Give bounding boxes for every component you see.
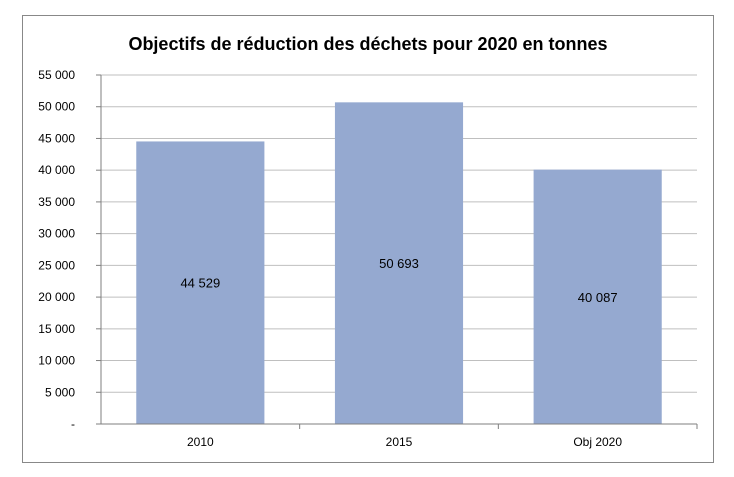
x-axis-ticks: 2010 2015 Obj 2020 — [187, 424, 698, 449]
chart-title: Objectifs de réduction des déchets pour … — [128, 34, 607, 54]
y-tick-label: - — [71, 417, 75, 431]
bar-value-label: 40 087 — [578, 290, 618, 305]
y-tick-label: 15 000 — [38, 322, 75, 336]
y-tick-label: 35 000 — [38, 195, 75, 209]
y-tick-label: 50 000 — [38, 100, 75, 114]
y-tick-label: 20 000 — [38, 290, 75, 304]
y-tick-label: 30 000 — [38, 227, 75, 241]
bar — [136, 141, 265, 425]
y-tick-label: 5 000 — [45, 385, 75, 399]
y-tick-label: 45 000 — [38, 131, 75, 145]
y-tick-label: 55 000 — [38, 68, 75, 82]
x-tick-label: 2015 — [386, 435, 413, 449]
y-axis-ticks: - 5 000 10 000 15 000 20 000 25 000 30 000 35 0… — [38, 68, 101, 431]
bar — [334, 102, 464, 425]
bars: 44 529 50 693 40 087 — [136, 102, 662, 425]
x-tick-label: Obj 2020 — [573, 435, 622, 449]
y-tick-label: 25 000 — [38, 258, 75, 272]
bar — [533, 169, 662, 424]
y-tick-label: 10 000 — [38, 354, 75, 368]
x-tick-label: 2010 — [187, 435, 214, 449]
bar-value-label: 44 529 — [180, 276, 220, 291]
y-tick-label: 40 000 — [38, 163, 75, 177]
bar-value-label: 50 693 — [379, 256, 419, 271]
